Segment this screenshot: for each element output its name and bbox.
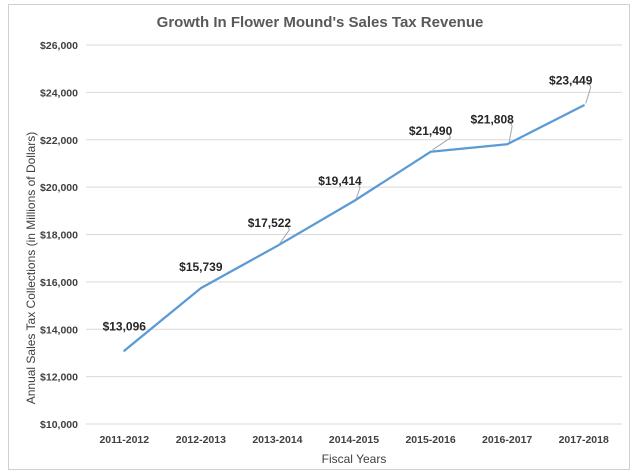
x-axis-ticks: 2011-2012 2012-2013 2013-2014 2014-2015 2015…: [99, 434, 609, 446]
data-label: $13,096: [103, 320, 147, 334]
chart-title: Growth In Flower Mound's Sales Tax Reven…: [157, 14, 484, 31]
y-axis-ticks: $10,000 $12,000 $14,000 $16,000 $18,000 $20,0…: [40, 40, 78, 431]
data-labels: $13,096 $15,739 $17,522 $19,414 $21,490 $21,8…: [103, 73, 593, 333]
data-label-leader: [355, 182, 361, 200]
data-label: $15,739: [179, 260, 223, 274]
data-label: $17,522: [248, 216, 292, 230]
y-tick-label: $20,000: [40, 182, 78, 194]
y-tick-label: $10,000: [40, 419, 78, 431]
data-label: $23,449: [549, 73, 593, 87]
series-line: [123, 104, 585, 352]
data-label: $19,414: [318, 174, 362, 188]
y-tick-label: $26,000: [40, 40, 78, 52]
x-tick-label: 2016-2017: [482, 434, 532, 446]
x-tick-label: 2013-2014: [252, 434, 302, 446]
x-axis-title: Fiscal Years: [322, 452, 387, 466]
y-axis-title: Annual Sales Tax Collections (in Million…: [24, 132, 38, 405]
data-label: $21,808: [470, 112, 514, 126]
data-label-leader: [279, 224, 290, 245]
data-label: $21,490: [409, 124, 453, 138]
data-label-leader: [508, 121, 513, 143]
y-tick-label: $16,000: [40, 277, 78, 289]
x-tick-label: 2017-2018: [559, 434, 609, 446]
y-tick-label: $24,000: [40, 87, 78, 99]
x-tick-label: 2012-2013: [176, 434, 226, 446]
y-tick-label: $14,000: [40, 324, 78, 336]
data-label-leader: [585, 82, 592, 104]
gridlines: [86, 44, 622, 425]
x-tick-label: 2014-2015: [329, 434, 379, 446]
y-tick-label: $18,000: [40, 230, 78, 242]
x-tick-label: 2015-2016: [405, 434, 455, 446]
y-tick-label: $22,000: [40, 135, 78, 147]
y-tick-label: $12,000: [40, 372, 78, 384]
chart-frame: [8, 4, 630, 470]
series-line-group: [123, 104, 585, 352]
x-tick-label: 2011-2012: [99, 434, 149, 446]
data-label-leader: [432, 132, 452, 151]
